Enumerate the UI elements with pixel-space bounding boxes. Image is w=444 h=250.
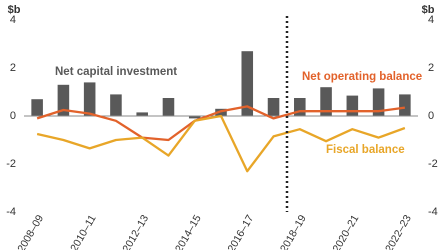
y2-tick-label: -2 [428, 158, 438, 170]
bar [188, 116, 201, 119]
bar [83, 82, 96, 116]
bar [162, 98, 175, 116]
series-annotation: Fiscal balance [326, 144, 405, 156]
x-tick-label: 2022–23 [383, 213, 414, 250]
line [36, 105, 406, 142]
x-tick-label: 2010–11 [68, 213, 99, 250]
y-axis-label: $b [8, 4, 21, 16]
bar [136, 112, 148, 116]
y2-axis-label: $b [422, 4, 435, 16]
y-tick-label: 0 [10, 110, 16, 122]
x-tick-label: 2012–13 [120, 213, 151, 250]
x-tick-label: 2016–17 [225, 213, 256, 250]
bar [346, 95, 359, 116]
y-tick-label: -2 [6, 158, 16, 170]
bar [241, 51, 254, 117]
y-tick-label: 4 [10, 14, 16, 26]
bar [31, 99, 43, 116]
y2-tick-label: -4 [428, 206, 438, 218]
bar [399, 94, 411, 116]
series-annotation: Net operating balance [302, 71, 422, 83]
x-tick-label: 2014–15 [173, 213, 204, 250]
x-tick-label: 2018–19 [278, 213, 309, 250]
line [36, 114, 406, 173]
bar [110, 94, 122, 116]
y2-tick-label: 2 [428, 62, 434, 74]
bar [320, 87, 332, 116]
y2-tick-label: 0 [428, 110, 434, 122]
x-tick-label: 2008–09 [15, 213, 46, 250]
bar [267, 98, 280, 116]
bar [372, 88, 385, 116]
y-tick-label: 2 [10, 62, 16, 74]
bar [57, 84, 70, 116]
y-tick-label: -4 [6, 206, 16, 218]
x-tick-label: 2020–21 [331, 213, 362, 250]
bar [294, 98, 306, 116]
y2-tick-label: 4 [428, 14, 434, 26]
series-annotation: Net capital investment [55, 66, 177, 78]
